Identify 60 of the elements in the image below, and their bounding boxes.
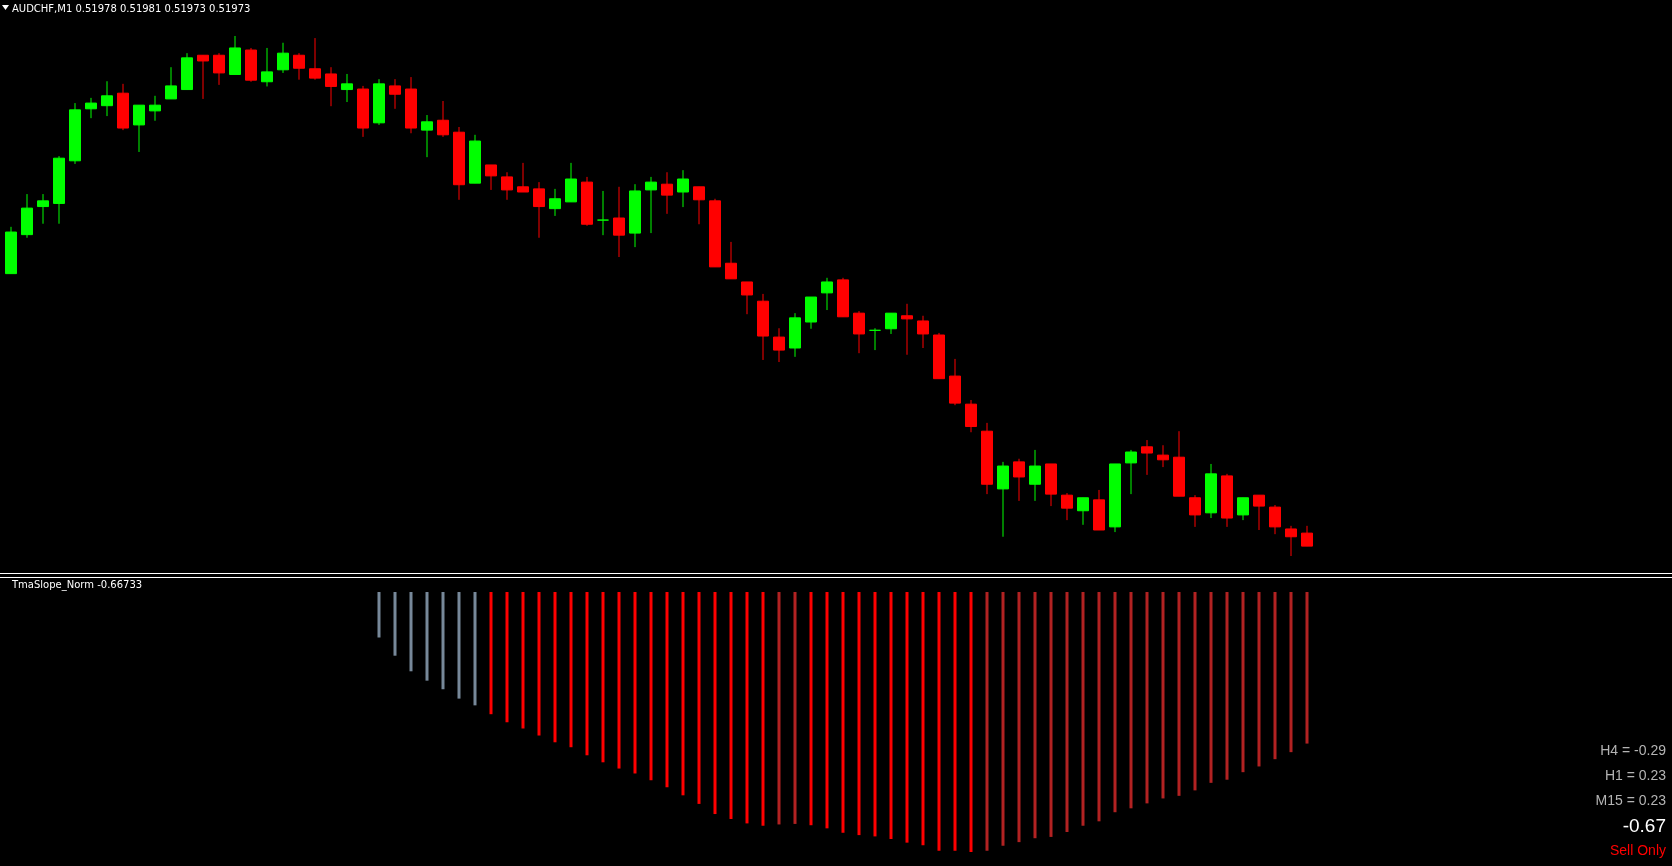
candlestick (1269, 504, 1281, 535)
candlestick (389, 78, 401, 110)
text: Sell Only (1608, 841, 1666, 860)
candlestick (1077, 497, 1089, 526)
candlestick (421, 114, 433, 158)
candlestick (1237, 497, 1249, 521)
candlestick (485, 164, 497, 191)
candlestick (277, 42, 289, 74)
candlestick (85, 97, 97, 119)
candlestick (741, 281, 753, 315)
candlestick (1253, 494, 1265, 531)
candlestick (213, 52, 225, 86)
text: M15 = 0.23 (1595, 791, 1666, 810)
candlestick (341, 73, 353, 103)
candlestick (597, 190, 609, 236)
candlestick (309, 37, 321, 81)
candlestick (437, 100, 449, 138)
candlestick (901, 303, 913, 356)
candlestick (37, 193, 49, 225)
candlestick (197, 54, 209, 100)
candlestick (149, 95, 161, 122)
candlestick (853, 310, 865, 354)
candlestick (517, 162, 529, 193)
candlestick (1189, 494, 1201, 528)
candlestick (1013, 458, 1025, 502)
candlestick (821, 277, 833, 311)
chart-title: TmaSlope_Norm -0.66733 (11, 579, 143, 591)
candlestick (1061, 492, 1073, 521)
text: H4 = -0.29 (1599, 741, 1666, 760)
candlestick (997, 461, 1009, 538)
text: -0.67 (1621, 814, 1666, 838)
candlestick (869, 327, 881, 351)
candlestick (549, 188, 561, 217)
candlestick (677, 169, 689, 208)
candlestick (565, 162, 577, 203)
candlestick (133, 104, 145, 153)
candlestick (965, 399, 977, 433)
text: H1 = 0.23 (1603, 766, 1666, 785)
candlestick (293, 52, 305, 81)
candlestick (773, 327, 785, 363)
candlestick (661, 171, 673, 215)
candlestick (165, 66, 177, 100)
chart-title: AUDCHF,M1 0.51978 0.51981 0.51973 0.51973 (12, 2, 251, 14)
candlestick (1285, 525, 1297, 557)
candlestick (325, 66, 337, 107)
candlestick (645, 176, 657, 234)
candlestick (1301, 525, 1313, 547)
candlestick (1029, 449, 1041, 502)
candlestick (693, 186, 705, 225)
candlestick (1125, 449, 1137, 495)
candlestick (917, 315, 929, 349)
candlestick (261, 47, 273, 87)
candlestick (101, 80, 113, 117)
candlestick (1157, 444, 1169, 468)
candlestick (885, 312, 897, 335)
candlestick (1141, 439, 1153, 476)
candlestick (501, 171, 513, 201)
candlestick (725, 241, 737, 280)
candlestick (613, 186, 625, 258)
candlestick (533, 181, 545, 239)
